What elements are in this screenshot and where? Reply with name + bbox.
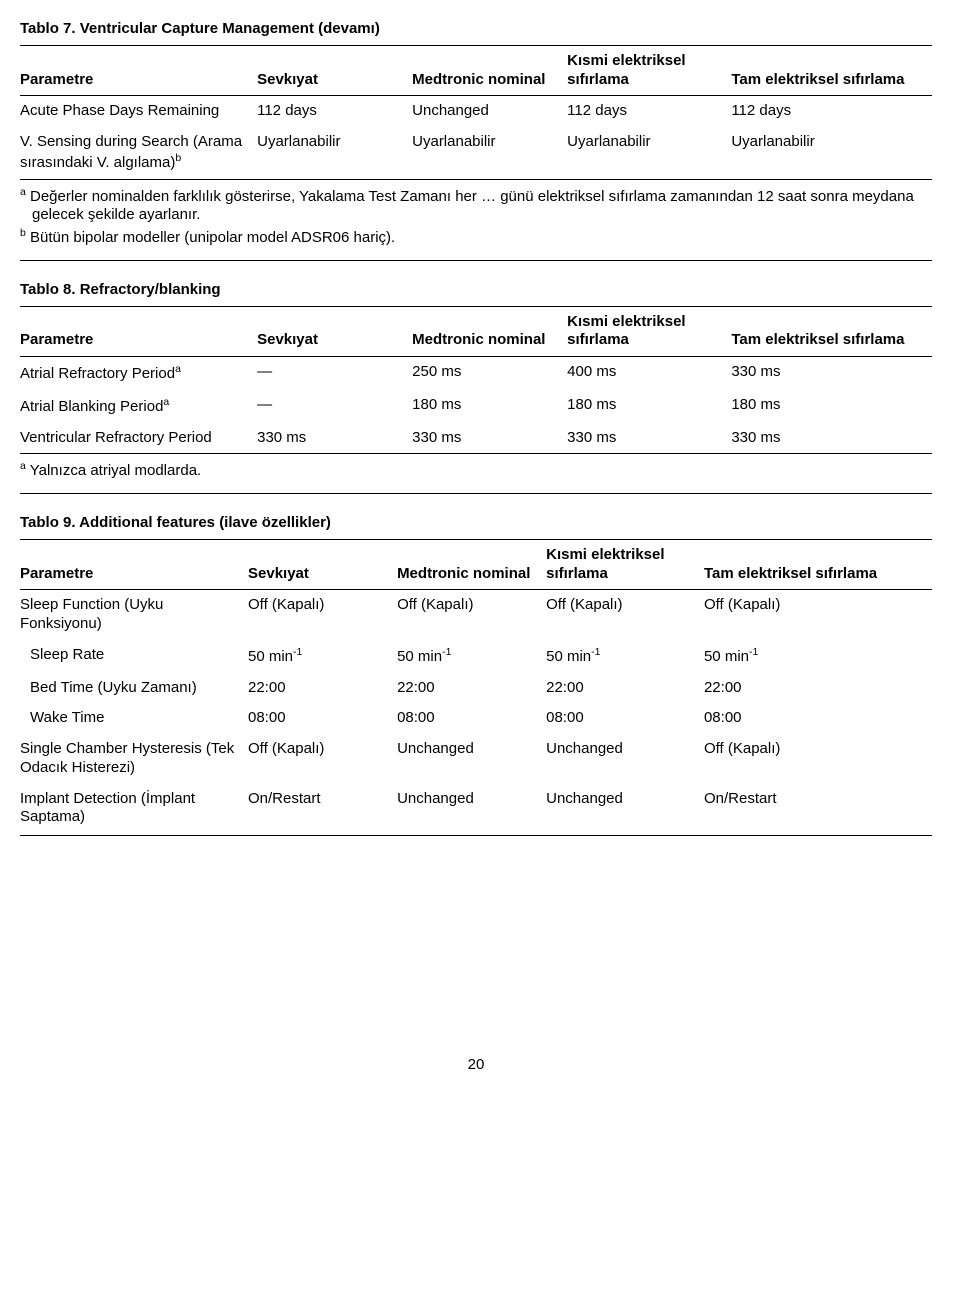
table8-col-4: Tam elektriksel sıfırlama <box>731 306 932 357</box>
table-cell: 50 min-1 <box>397 640 546 673</box>
table7-col-3: Kısmi elektriksel sıfırlama <box>567 45 731 96</box>
table-cell: On/Restart <box>704 784 932 834</box>
table-cell: 22:00 <box>248 673 397 704</box>
table-cell: Unchanged <box>397 734 546 784</box>
table-row-param: Atrial Blanking Perioda <box>20 390 257 423</box>
table7-col-4: Tam elektriksel sıfırlama <box>731 45 932 96</box>
table8-footnotes: a Yalnızca atriyal modlarda. <box>20 460 932 494</box>
table-cell: Off (Kapalı) <box>704 734 932 784</box>
table-row-param: Sleep Function (Uyku Fonksiyonu) <box>20 590 248 640</box>
table-row-param: V. Sensing during Search (Arama sırasınd… <box>20 127 257 179</box>
table8-title: Tablo 8. Refractory/blanking <box>20 281 932 300</box>
table8-col-0: Parametre <box>20 306 257 357</box>
table-row-param: Implant Detection (İmplant Saptama) <box>20 784 248 834</box>
table-cell: 112 days <box>567 96 731 127</box>
table-cell: 50 min-1 <box>546 640 704 673</box>
table-cell: — <box>257 357 412 390</box>
page-number: 20 <box>20 1056 932 1075</box>
table-cell: 330 ms <box>412 423 567 454</box>
table7-col-1: Sevkıyat <box>257 45 412 96</box>
table-cell: Off (Kapalı) <box>397 590 546 640</box>
table-cell: 330 ms <box>257 423 412 454</box>
table9-title: Tablo 9. Additional features (ilave özel… <box>20 514 932 533</box>
table-cell: 08:00 <box>546 703 704 734</box>
table-cell: 08:00 <box>397 703 546 734</box>
table-cell: 330 ms <box>731 357 932 390</box>
table9-col-0: Parametre <box>20 539 248 590</box>
table-cell: 112 days <box>731 96 932 127</box>
table7-col-2: Medtronic nominal <box>412 45 567 96</box>
table-row-param: Acute Phase Days Remaining <box>20 96 257 127</box>
table-cell: 50 min-1 <box>704 640 932 673</box>
table-cell: 08:00 <box>704 703 932 734</box>
table-cell: 330 ms <box>567 423 731 454</box>
table7-col-0: Parametre <box>20 45 257 96</box>
table-cell: Uyarlanabilir <box>257 127 412 179</box>
table-cell: 250 ms <box>412 357 567 390</box>
table-row-param: Sleep Rate <box>20 640 248 673</box>
table-cell: Uyarlanabilir <box>567 127 731 179</box>
table-cell: On/Restart <box>248 784 397 834</box>
table7-footnotes: a Değerler nominalden farklılık gösterir… <box>20 186 932 261</box>
table7: Parametre Sevkıyat Medtronic nominal Kıs… <box>20 45 932 180</box>
table-row-param: Single Chamber Hysteresis (Tek Odacık Hi… <box>20 734 248 784</box>
table9-col-3: Kısmi elektriksel sıfırlama <box>546 539 704 590</box>
table-cell: Unchanged <box>397 784 546 834</box>
table-cell: 22:00 <box>546 673 704 704</box>
table-cell: Off (Kapalı) <box>546 590 704 640</box>
table-cell: 50 min-1 <box>248 640 397 673</box>
table-cell: Unchanged <box>412 96 567 127</box>
table-cell: 22:00 <box>397 673 546 704</box>
table-cell: 112 days <box>257 96 412 127</box>
table8-col-2: Medtronic nominal <box>412 306 567 357</box>
table-cell: 22:00 <box>704 673 932 704</box>
table8-col-3: Kısmi elektriksel sıfırlama <box>567 306 731 357</box>
table9: Parametre Sevkıyat Medtronic nominal Kıs… <box>20 539 932 833</box>
table-row-param: Wake Time <box>20 703 248 734</box>
table-cell: — <box>257 390 412 423</box>
table-cell: Uyarlanabilir <box>731 127 932 179</box>
table9-col-2: Medtronic nominal <box>397 539 546 590</box>
table-cell: Unchanged <box>546 734 704 784</box>
table7-title: Tablo 7. Ventricular Capture Management … <box>20 20 932 39</box>
table-row-param: Atrial Refractory Perioda <box>20 357 257 390</box>
table-cell: 400 ms <box>567 357 731 390</box>
footnote: a Değerler nominalden farklılık gösterir… <box>20 186 932 226</box>
table-cell: Unchanged <box>546 784 704 834</box>
table-cell: 180 ms <box>567 390 731 423</box>
table8-col-1: Sevkıyat <box>257 306 412 357</box>
footnote: b Bütün bipolar modeller (unipolar model… <box>20 227 932 248</box>
table9-col-4: Tam elektriksel sıfırlama <box>704 539 932 590</box>
table-cell: Uyarlanabilir <box>412 127 567 179</box>
table-cell: Off (Kapalı) <box>704 590 932 640</box>
table-cell: 08:00 <box>248 703 397 734</box>
table9-col-1: Sevkıyat <box>248 539 397 590</box>
table-row-param: Ventricular Refractory Period <box>20 423 257 454</box>
table-row-param: Bed Time (Uyku Zamanı) <box>20 673 248 704</box>
table-cell: 180 ms <box>731 390 932 423</box>
table-cell: Off (Kapalı) <box>248 590 397 640</box>
table8: Parametre Sevkıyat Medtronic nominal Kıs… <box>20 306 932 455</box>
table-cell: Off (Kapalı) <box>248 734 397 784</box>
footnote: a Yalnızca atriyal modlarda. <box>20 460 932 481</box>
table-cell: 330 ms <box>731 423 932 454</box>
table-cell: 180 ms <box>412 390 567 423</box>
